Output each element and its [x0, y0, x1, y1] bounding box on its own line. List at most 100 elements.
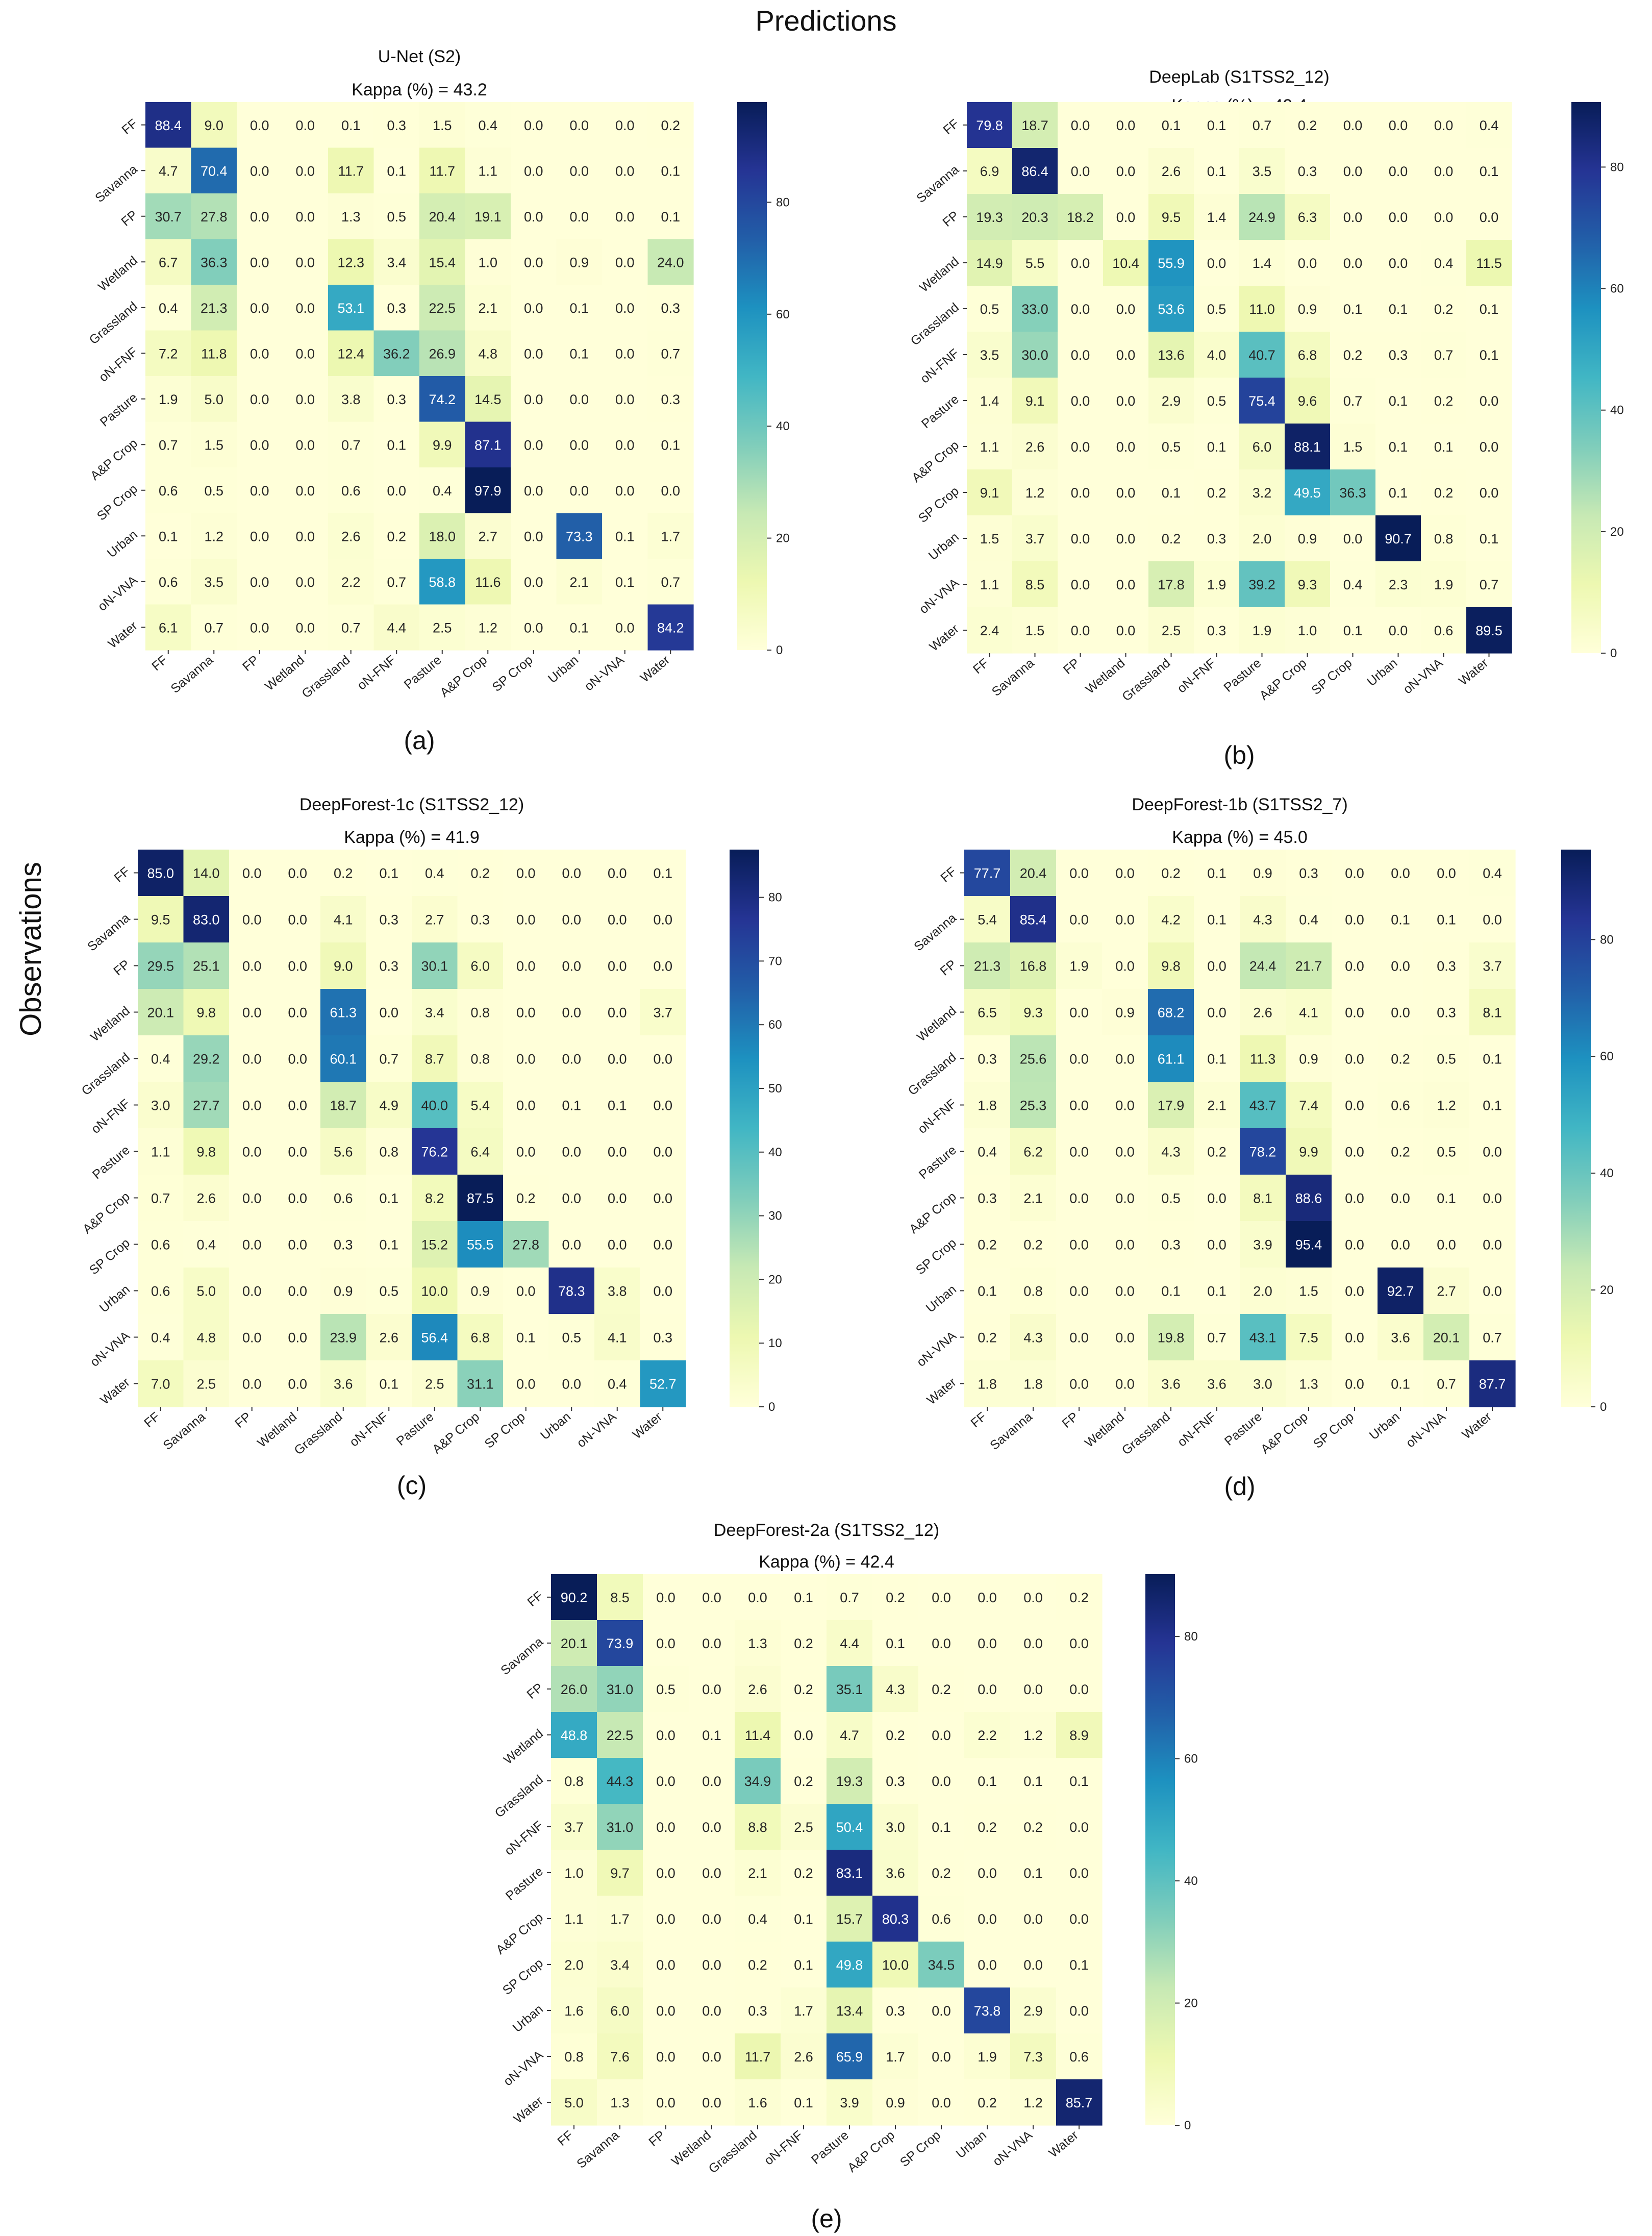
heatmap-cell	[503, 1268, 549, 1314]
heatmap-cell	[1056, 1082, 1103, 1129]
y-tick-label: Savanna	[85, 911, 133, 954]
heatmap-cell	[274, 1268, 321, 1314]
cell-value-label: 2.5	[425, 1377, 444, 1392]
cell-value-label: 17.8	[1158, 577, 1185, 592]
heatmap-cell	[1239, 607, 1285, 654]
cell-value-label: 0.2	[794, 1866, 813, 1881]
heatmap-cell	[1286, 1175, 1332, 1222]
cell-value-label: 0.3	[379, 912, 398, 928]
cell-value-label: 0.2	[387, 529, 406, 544]
cell-value-label: 8.9	[1069, 1728, 1089, 1743]
cell-value-label: 0.0	[653, 1191, 672, 1206]
heatmap-cell	[918, 1804, 965, 1850]
cell-value-label: 6.5	[978, 1005, 997, 1021]
cell-value-label: 0.0	[1434, 164, 1454, 179]
heatmap-cell	[328, 513, 374, 559]
cell-value-label: 14.0	[193, 866, 220, 881]
heatmap-cell	[1056, 1620, 1103, 1667]
heatmap-cell	[1330, 194, 1376, 240]
heatmap-cell	[1285, 515, 1331, 562]
heatmap-cell	[640, 1268, 686, 1314]
cell-value-label: 80.3	[882, 1911, 909, 1927]
y-tick-label: Water	[511, 2094, 545, 2126]
heatmap-panel: DeepForest-1b (S1TSS2_7)Kappa (%) = 45.0…	[906, 795, 1614, 1501]
x-tick-label: Water	[638, 653, 672, 685]
heatmap-cell	[689, 2079, 735, 2126]
heatmap-cell	[1375, 378, 1421, 424]
heatmap-cell	[1010, 1175, 1057, 1222]
heatmap-cell	[138, 850, 184, 897]
heatmap-cell	[1423, 989, 1470, 1036]
cell-value-label: 0.2	[1023, 1820, 1043, 1835]
heatmap-cell	[556, 421, 603, 468]
heatmap-cell	[503, 1082, 549, 1129]
heatmap-cell	[967, 607, 1013, 654]
heatmap-cell	[602, 102, 648, 148]
cell-value-label: 0.0	[615, 209, 635, 225]
y-tick-label: oN-FNF	[89, 1097, 133, 1137]
cell-value-label: 5.0	[564, 2095, 584, 2110]
heatmap-cell	[457, 1175, 504, 1222]
x-tick-label: Urban	[954, 2128, 989, 2161]
cell-value-label: 0.0	[1071, 393, 1090, 409]
heatmap-cell	[1469, 1128, 1516, 1175]
cell-value-label: 0.0	[295, 163, 315, 179]
cell-value-label: 6.0	[470, 959, 490, 974]
colorbar-tick-label: 80	[1600, 933, 1614, 947]
heatmap-cell	[643, 1620, 689, 1667]
cell-value-label: 0.0	[653, 1237, 672, 1253]
cell-value-label: 1.2	[1023, 2095, 1043, 2110]
heatmap-cell	[1330, 515, 1376, 562]
heatmap-cell	[465, 513, 511, 559]
heatmap-cell	[872, 1666, 919, 1712]
heatmap-cell	[1148, 1128, 1194, 1175]
heatmap-cell	[597, 1712, 643, 1758]
heatmap-cell	[643, 1758, 689, 1804]
cell-value-label: 0.7	[1343, 393, 1363, 409]
cell-value-label: 95.4	[1295, 1237, 1322, 1253]
cell-value-label: 75.4	[1248, 393, 1275, 409]
heatmap-cell	[602, 285, 648, 331]
heatmap-cell	[511, 193, 557, 240]
panel-title: DeepLab (S1TSS2_12)	[1149, 67, 1329, 87]
cell-value-label: 0.0	[615, 346, 635, 361]
x-tick-label: SP Crop	[1309, 656, 1355, 698]
heatmap-cell	[503, 989, 549, 1036]
heatmap-cell	[1102, 896, 1148, 943]
heatmap-cell	[1012, 332, 1058, 378]
heatmap-cell	[1148, 1314, 1194, 1361]
heatmap-cell	[597, 1758, 643, 1804]
heatmap-cell	[1375, 240, 1421, 286]
y-tick-label: Pasture	[97, 390, 140, 430]
cell-value-label: 0.0	[608, 1005, 627, 1021]
heatmap-cell	[643, 1896, 689, 1942]
heatmap-cell	[1056, 1360, 1103, 1407]
cell-value-label: 0.0	[1115, 1377, 1135, 1392]
x-tick-label: Urban	[1367, 1409, 1403, 1443]
heatmap-cell	[1286, 1268, 1332, 1314]
cell-value-label: 0.9	[569, 255, 589, 270]
cell-value-label: 25.1	[193, 959, 220, 974]
cell-value-label: 20.1	[1433, 1330, 1460, 1346]
cell-value-label: 5.5	[1025, 256, 1045, 271]
y-tick-label: Savanna	[914, 162, 962, 206]
cell-value-label: 17.9	[1158, 1098, 1185, 1113]
heatmap-cell	[967, 469, 1013, 516]
cell-value-label: 0.4	[608, 1377, 627, 1392]
heatmap-cell	[1469, 1175, 1516, 1222]
cell-value-label: 0.0	[1207, 256, 1227, 271]
heatmap-cell	[1194, 607, 1240, 654]
cell-value-label: 0.9	[1253, 866, 1272, 881]
heatmap-cell	[465, 376, 511, 423]
cell-value-label: 0.0	[702, 1636, 721, 1651]
heatmap-cell	[1469, 1314, 1516, 1361]
cell-value-label: 0.8	[564, 1774, 584, 1789]
heatmap-cell	[781, 1987, 827, 2034]
cell-value-label: 0.2	[978, 1330, 997, 1346]
heatmap-cell	[1194, 1035, 1240, 1082]
cell-value-label: 1.6	[564, 2003, 584, 2019]
y-tick-label: oN-VNA	[914, 1328, 959, 1370]
heatmap-cell	[282, 285, 329, 331]
heatmap-cell	[145, 376, 192, 423]
cell-value-label: 2.1	[1023, 1191, 1043, 1206]
